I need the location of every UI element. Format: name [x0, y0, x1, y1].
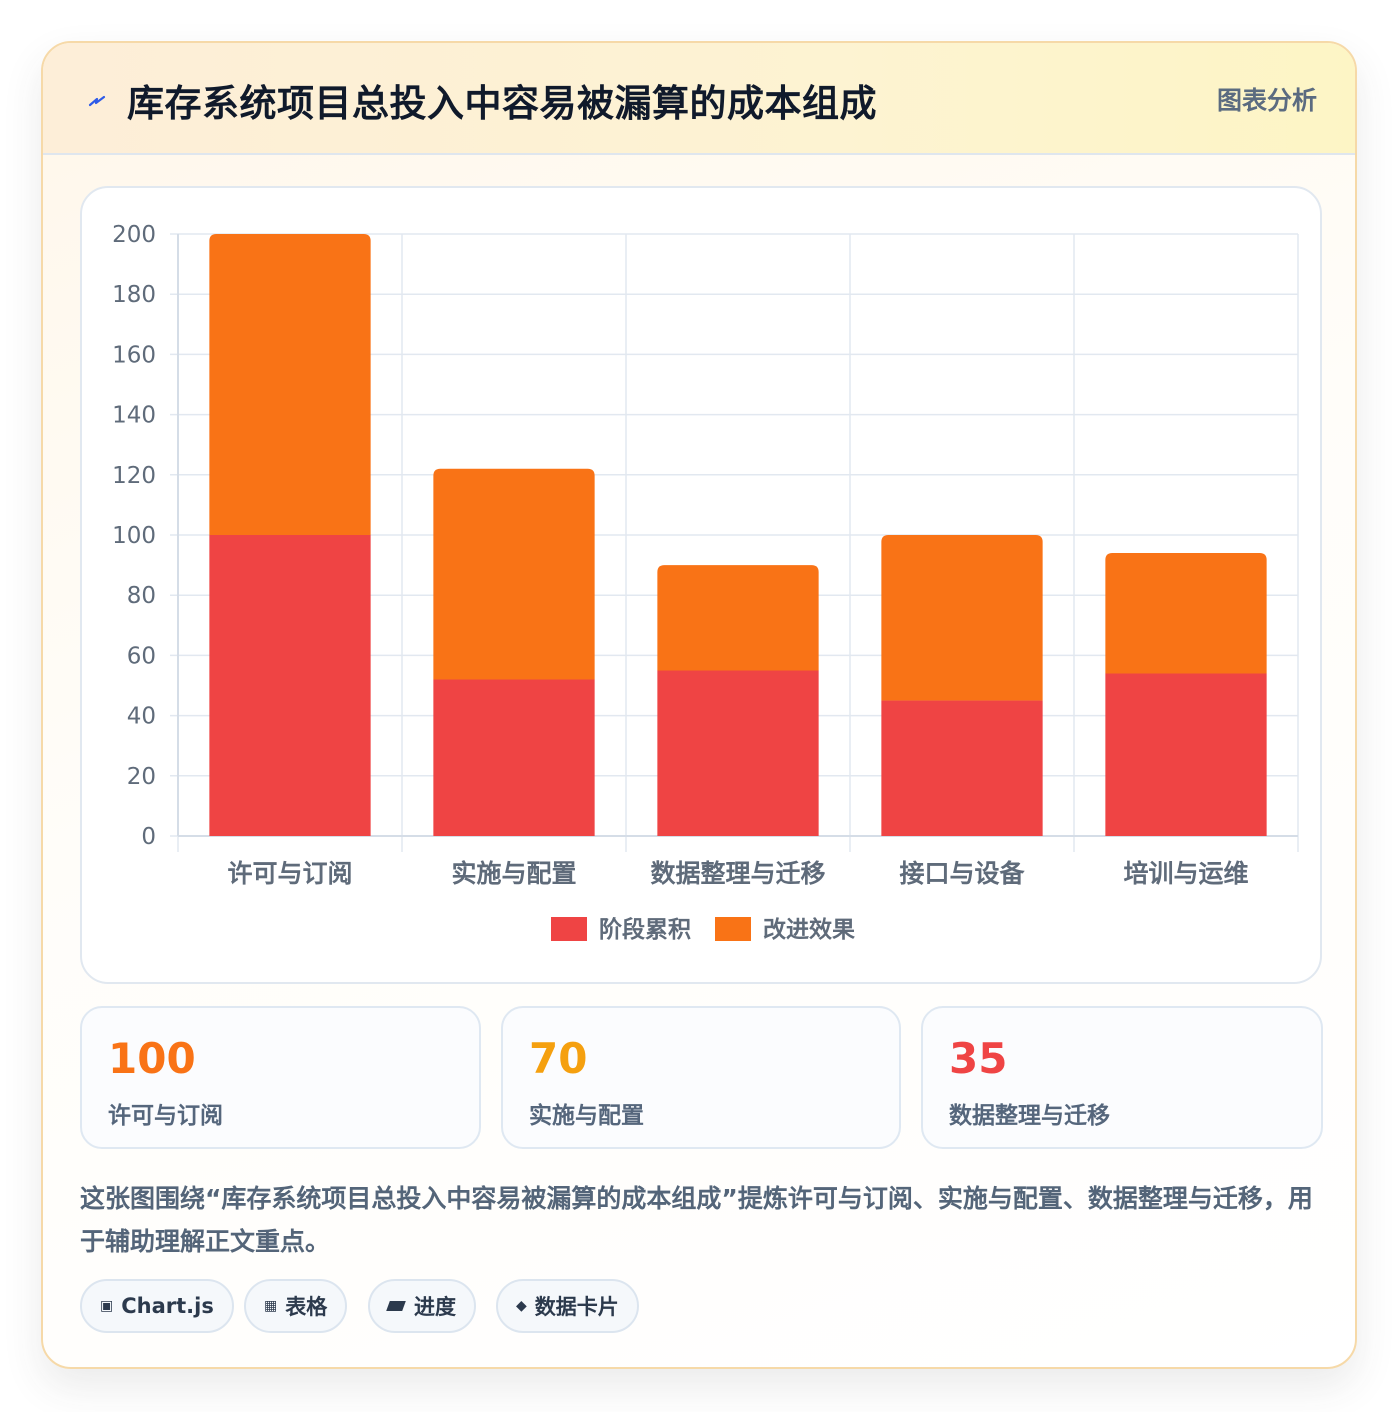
bar-2	[433, 468, 595, 680]
grid-icon: ▦	[264, 1298, 278, 1314]
chip-table[interactable]: ▦ 表格	[244, 1279, 348, 1333]
chip-label: Chart.js	[121, 1294, 214, 1318]
square-icon: ▣	[100, 1298, 114, 1314]
card-header: 库存系统项目总投入中容易被漏算的成本组成 图表分析	[43, 43, 1355, 155]
progress-icon	[386, 1301, 406, 1311]
y-tick-label: 200	[112, 222, 156, 248]
y-tick-label: 100	[112, 523, 156, 549]
stat-label: 数据整理与迁移	[949, 1103, 1110, 1129]
chart-panel: 0 20 40 60 80 100 120 140 160 180 200 许可与订阅 实施与配置 数据整…	[80, 186, 1322, 984]
y-tick-label: 20	[127, 764, 156, 790]
page-title: 库存系统项目总投入中容易被漏算的成本组成	[127, 82, 877, 125]
stat-card: 70 实施与配置	[501, 1006, 901, 1149]
bar-2	[881, 535, 1043, 701]
stat-value: 70	[529, 1034, 588, 1083]
chip-progress[interactable]: 进度	[368, 1279, 476, 1333]
x-tick-label: 培训与运维	[1123, 859, 1248, 888]
x-tick-label: 接口与设备	[899, 859, 1025, 888]
y-tick-label: 80	[127, 583, 156, 609]
y-tick-label: 160	[112, 342, 156, 368]
chip-label: 进度	[414, 1295, 456, 1319]
bar-2	[1105, 553, 1267, 674]
y-tick-label: 120	[112, 463, 156, 489]
stat-value: 35	[949, 1034, 1008, 1083]
bar-1	[657, 670, 819, 836]
legend-label: 阶段累积	[599, 916, 691, 943]
chart-description: 这张图围绕“库存系统项目总投入中容易被漏算的成本组成”提炼许可与订阅、实施与配置…	[80, 1184, 1313, 1256]
chip-label: 表格	[285, 1295, 328, 1319]
y-tick-label: 60	[127, 643, 156, 669]
y-tick-label: 0	[141, 824, 156, 850]
legend-swatch	[551, 917, 587, 941]
legend-swatch	[715, 917, 751, 941]
stacked-bar-chart: 0 20 40 60 80 100 120 140 160 180 200 许可与订阅 实施与配置 数据整…	[112, 222, 1299, 943]
bar-1	[209, 535, 371, 836]
x-tick-label: 实施与配置	[451, 859, 576, 888]
stat-label: 许可与订阅	[108, 1103, 223, 1129]
chip-label: 数据卡片	[534, 1295, 619, 1319]
chart-analysis-tag: 图表分析	[1216, 86, 1317, 115]
chart-card: 库存系统项目总投入中容易被漏算的成本组成 图表分析 0 20 40 60 80 100 12…	[41, 41, 1357, 1369]
bar-2	[657, 565, 819, 671]
bar-2	[209, 234, 371, 535]
bar-1	[1105, 673, 1267, 836]
legend-label: 改进效果	[763, 916, 855, 943]
bar-1	[881, 700, 1043, 836]
stat-value: 100	[108, 1034, 196, 1083]
y-tick-label: 140	[112, 403, 156, 429]
stat-card: 100 许可与订阅	[80, 1006, 481, 1149]
y-tick-label: 40	[127, 704, 156, 730]
chip-chartjs[interactable]: ▣ Chart.js	[80, 1279, 234, 1333]
y-tick-label: 180	[112, 282, 156, 308]
stat-card: 35 数据整理与迁移	[921, 1006, 1323, 1149]
bar-1	[433, 679, 595, 836]
lightning-icon	[88, 95, 106, 107]
x-tick-label: 许可与订阅	[227, 859, 352, 888]
stat-label: 实施与配置	[529, 1103, 644, 1129]
x-tick-label: 数据整理与迁移	[650, 859, 825, 888]
chip-data-card[interactable]: ◆ 数据卡片	[496, 1279, 639, 1333]
diamond-icon: ◆	[516, 1298, 527, 1314]
